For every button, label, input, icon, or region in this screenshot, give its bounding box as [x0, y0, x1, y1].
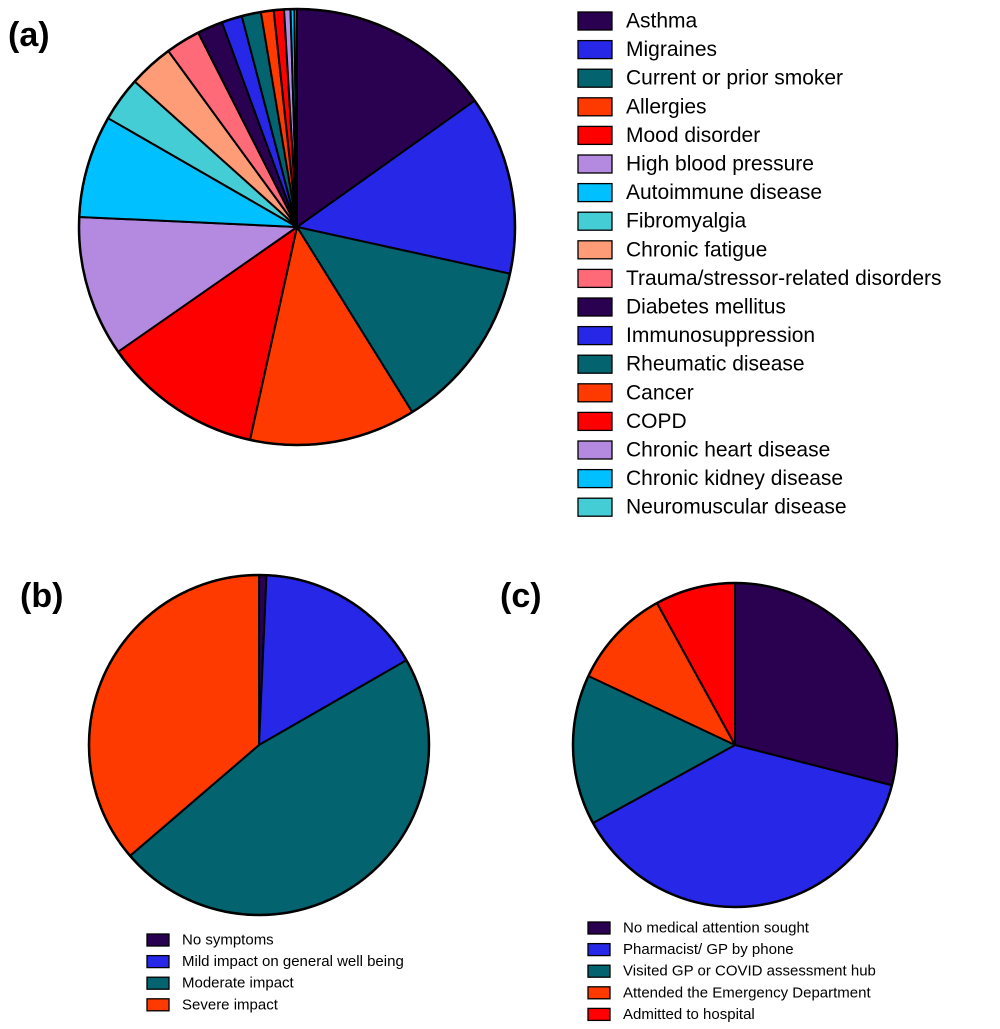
panel-a-label: (a) — [8, 16, 50, 54]
legend-b: No symptoms Mild impact on general well b… — [146, 932, 404, 1013]
pie-chart-c — [571, 581, 899, 909]
legend-label-c-admitted-to-hospital: Admitted to hospital — [623, 1006, 755, 1023]
legend-swatch-a-chronic-fatigue — [577, 240, 613, 260]
legend-swatch-a-chronic-kidney-disease — [577, 468, 613, 489]
legend-label-a-migraines: Migraines — [626, 38, 717, 61]
legend-swatch-a-autoimmune-disease — [577, 182, 613, 203]
panel-c-medical-attention: (c) No medical attention sought Pharmacis… — [500, 577, 899, 1023]
legend-swatch-a-chronic-heart-disease — [577, 440, 613, 460]
legend-label-b-no-symptoms: No symptoms — [182, 932, 274, 949]
legend-label-a-mood-disorder: Mood disorder — [626, 124, 760, 147]
legend-label-a-allergies: Allergies — [626, 95, 707, 118]
panel-b-symptom-impact: (b) No symptoms Mild impact on general we… — [20, 573, 431, 1013]
legend-label-a-neuromuscular-disease: Neuromuscular disease — [626, 496, 847, 519]
legend-label-a-cancer: Cancer — [626, 381, 694, 404]
legend-swatch-b-no-symptoms — [146, 933, 170, 947]
pie-chart-a — [77, 7, 517, 447]
legend-label-c-pharmacist-gp-by-phone: Pharmacist/ GP by phone — [623, 941, 794, 958]
pie-outline-a — [77, 7, 517, 447]
legend-label-b-moderate-impact: Moderate impact — [182, 975, 295, 992]
legend-label-a-autoimmune-disease: Autoimmune disease — [626, 181, 822, 204]
legend-swatch-a-neuromuscular-disease — [577, 497, 613, 517]
legend-swatch-a-fibromyalgia — [577, 211, 613, 231]
legend-swatch-c-attended-the-emergency-department — [587, 986, 611, 1000]
legend-swatch-a-copd — [577, 411, 613, 432]
legend-label-a-copd: COPD — [626, 410, 687, 433]
legend-swatch-c-admitted-to-hospital — [587, 1007, 611, 1022]
legend-label-a-chronic-heart-disease: Chronic heart disease — [626, 439, 830, 462]
pie-outline-c — [571, 581, 899, 909]
pie-outline-b — [87, 573, 431, 917]
legend-swatch-b-mild-impact-on-general-well-being — [146, 954, 170, 969]
legend-label-a-high-blood-pressure: High blood pressure — [626, 153, 814, 176]
legend-a: Asthma Migraines Current or prior smoker Al… — [577, 10, 942, 519]
legend-swatch-a-rheumatic-disease — [577, 354, 613, 374]
panel-b-label: (b) — [20, 577, 63, 615]
legend-label-b-mild-impact-on-general-well-being: Mild impact on general well being — [182, 953, 404, 970]
legend-label-c-attended-the-emergency-department: Attended the Emergency Department — [623, 984, 871, 1001]
legend-swatch-a-cancer — [577, 383, 613, 403]
legend-swatch-b-severe-impact — [146, 998, 170, 1012]
panel-c-label: (c) — [500, 577, 542, 615]
legend-label-a-immunosuppression: Immunosuppression — [626, 324, 815, 347]
legend-label-b-severe-impact: Severe impact — [182, 996, 279, 1013]
legend-label-a-current-or-prior-smoker: Current or prior smoker — [626, 67, 843, 90]
legend-swatch-a-current-or-prior-smoker — [577, 68, 613, 88]
legend-swatch-a-migraines — [577, 39, 613, 60]
legend-label-a-rheumatic-disease: Rheumatic disease — [626, 353, 805, 376]
legend-swatch-a-allergies — [577, 97, 613, 117]
legend-swatch-c-visited-gp-or-covid-assessment-hub — [587, 964, 611, 978]
legend-swatch-a-high-blood-pressure — [577, 154, 613, 174]
legend-swatch-c-pharmacist-gp-by-phone — [587, 942, 611, 957]
legend-swatch-a-diabetes-mellitus — [577, 297, 613, 317]
legend-label-a-fibromyalgia: Fibromyalgia — [626, 210, 747, 233]
legend-label-c-visited-gp-or-covid-assessment-hub: Visited GP or COVID assessment hub — [623, 963, 876, 980]
legend-swatch-a-asthma — [577, 11, 613, 31]
legend-swatch-b-moderate-impact — [146, 976, 170, 990]
legend-swatch-a-immunosuppression — [577, 325, 613, 346]
legend-swatch-a-trauma-stressor-related-disorders — [577, 268, 613, 289]
legend-label-a-chronic-fatigue: Chronic fatigue — [626, 238, 767, 261]
legend-label-a-trauma-stressor-related-disorders: Trauma/stressor-related disorders — [626, 267, 942, 290]
legend-label-c-no-medical-attention-sought: No medical attention sought — [623, 920, 810, 937]
legend-swatch-a-mood-disorder — [577, 125, 613, 146]
legend-swatch-c-no-medical-attention-sought — [587, 921, 611, 935]
panel-a-comorbidities: (a) Asthma Migraines Current or prior smok… — [8, 7, 942, 519]
legend-label-a-asthma: Asthma — [626, 10, 698, 33]
legend-label-a-diabetes-mellitus: Diabetes mellitus — [626, 296, 786, 319]
legend-c: No medical attention sought Pharmacist/ G… — [587, 920, 876, 1023]
pie-chart-b — [87, 573, 431, 917]
legend-label-a-chronic-kidney-disease: Chronic kidney disease — [626, 467, 843, 490]
